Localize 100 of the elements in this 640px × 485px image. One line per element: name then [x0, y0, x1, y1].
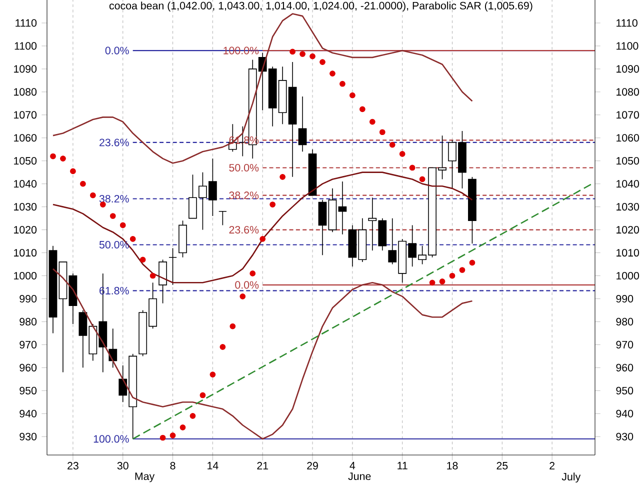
point [130, 236, 136, 242]
point [399, 151, 406, 157]
y-tick-label: 1010 [14, 248, 37, 257]
point [359, 106, 366, 112]
y2-tick-label: 990 [616, 294, 634, 302]
x-tick-label: 11 [398, 462, 408, 470]
candlestick [158, 259, 167, 304]
point [469, 260, 476, 266]
y2-tick-label: 940 [616, 410, 634, 418]
y2-tick-label: 950 [616, 386, 634, 394]
point [310, 53, 316, 60]
y2-tick-label: 1000 [616, 272, 640, 280]
point [369, 118, 376, 125]
point [379, 129, 386, 136]
point [90, 192, 96, 198]
point [240, 293, 246, 300]
y-tick-label: 1070 [14, 111, 37, 119]
point [140, 256, 146, 263]
chart-title: cocoa bean (1,042.00, 1,043.00, 1,014.00, 1,024.00, -21.0000), Parabolic SAR (1,005.69) [109, 2, 532, 12]
candlestick [338, 181, 347, 235]
y-tick-label: 1090 [14, 65, 37, 73]
y2-tick-label: 1080 [616, 88, 640, 96]
candlestick [298, 96, 307, 152]
y-tick-label: 960 [20, 364, 37, 372]
point [210, 372, 216, 378]
point [409, 164, 416, 171]
x-tick-label: 8 [170, 462, 176, 470]
point [330, 70, 336, 76]
text: May [135, 472, 155, 482]
annotation: 0.0% [105, 46, 129, 54]
point [60, 156, 66, 162]
point [419, 176, 426, 182]
point [190, 412, 196, 419]
y-tick-label: 1060 [14, 134, 37, 142]
text: June [348, 472, 371, 480]
point [439, 278, 446, 284]
y-tick-label: 990 [20, 294, 37, 302]
y2-tick-label: 930 [616, 432, 634, 440]
y2-tick-label: 960 [616, 364, 634, 372]
x-tick-label: 29 [307, 462, 318, 470]
point [270, 202, 276, 208]
annotation: 0.0% [235, 281, 259, 289]
annotation: 38.2% [99, 194, 129, 203]
point [200, 392, 206, 398]
y2-tick-label: 1110 [616, 19, 638, 27]
y-tick-label: 1100 [14, 42, 37, 50]
y2-tick-label: 1100 [616, 42, 638, 50]
point [70, 168, 76, 174]
point [170, 432, 176, 438]
annotation: 23.6% [100, 138, 129, 146]
y2-tick-label: 1030 [616, 203, 640, 211]
point [230, 323, 236, 330]
y2-tick-label: 1010 [616, 248, 640, 257]
x-tick-label: 21 [257, 462, 268, 470]
x-tick-label: 4 [350, 462, 356, 470]
point [160, 434, 166, 441]
y2-tick-label: 1050 [616, 157, 640, 165]
point [150, 272, 156, 279]
point [300, 51, 306, 57]
candlestick [318, 200, 327, 256]
y-tick-label: 980 [20, 318, 37, 326]
y-tick-label: 1050 [14, 157, 37, 165]
x-tick-label: 18 [447, 462, 458, 470]
annotation: 38.2% [229, 192, 259, 200]
point [50, 153, 56, 160]
point [350, 92, 356, 98]
point [80, 180, 86, 187]
text: July [562, 472, 581, 483]
y-tick-label: 1080 [14, 88, 37, 96]
x-tick-label: 25 [496, 462, 508, 470]
point [429, 280, 436, 286]
point [340, 80, 346, 87]
y-tick-label: 1000 [14, 272, 37, 280]
point [449, 272, 456, 279]
y-tick-label: 940 [20, 410, 37, 418]
y-tick-label: 950 [20, 386, 37, 394]
y2-tick-label: 1040 [616, 180, 640, 188]
point [220, 344, 226, 350]
point [280, 174, 286, 180]
annotation: 100.0% [94, 435, 129, 443]
y-tick-label: 930 [20, 432, 37, 440]
y-tick-label: 1040 [14, 180, 37, 188]
x-tick-label: 14 [208, 462, 218, 470]
candlestick [218, 211, 227, 226]
y2-tick-label: 1060 [616, 134, 640, 142]
point [110, 213, 116, 219]
candlestick [168, 248, 177, 286]
point [290, 48, 296, 55]
x-tick-label: 2 [550, 462, 554, 470]
y2-tick-label: 1070 [616, 111, 640, 119]
y-tick-label: 970 [20, 340, 37, 348]
point [260, 236, 266, 242]
point [120, 222, 126, 228]
y-tick-label: 1030 [14, 203, 37, 211]
y-tick-label: 1020 [14, 226, 37, 234]
annotation: 23.6% [229, 226, 259, 234]
y2-tick-label: 1090 [616, 65, 640, 73]
y2-tick-label: 980 [616, 318, 634, 326]
point [320, 59, 326, 65]
y2-tick-label: 1020 [616, 226, 640, 234]
